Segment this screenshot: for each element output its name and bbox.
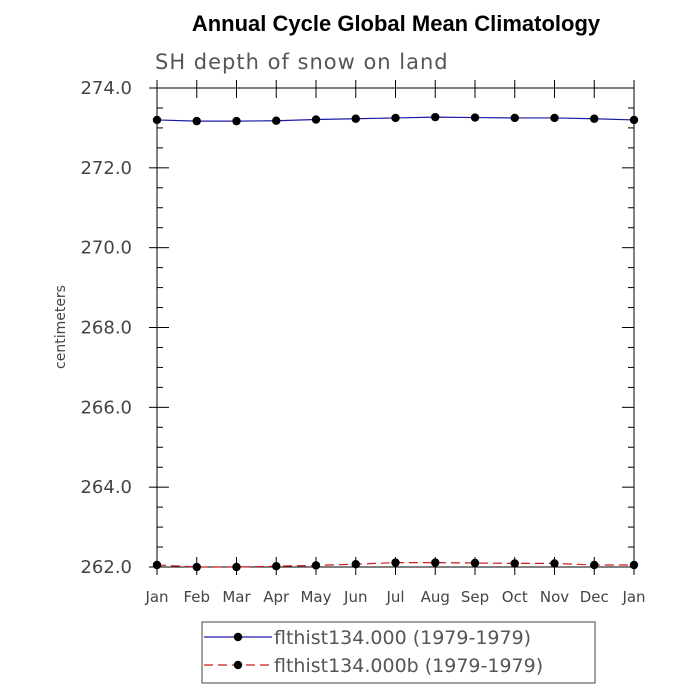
series-2-point (629, 560, 639, 570)
y-tick-label: 266.0 (80, 397, 132, 418)
series-1-point (590, 114, 599, 123)
y-tick-label: 270.0 (80, 238, 132, 259)
series-1-point (470, 113, 480, 122)
series-2-point (311, 561, 321, 570)
series-2-point (510, 559, 519, 568)
series-2-point (470, 558, 480, 568)
series-1-point (431, 112, 440, 122)
legend-label-2: flthist134.000b (1979-1979) (274, 655, 543, 677)
y-tick-label: 262.0 (80, 557, 132, 578)
x-tick-label: May (300, 588, 331, 606)
legend-marker-2 (233, 660, 243, 670)
series-2-point (391, 558, 400, 567)
legend-box (201, 621, 596, 684)
x-tick-label: Apr (263, 588, 290, 606)
y-tick-label: 274.0 (80, 78, 132, 99)
x-tick-label: Jan (144, 588, 168, 606)
series-1-point (629, 115, 639, 125)
series-2-point (272, 562, 281, 571)
y-axis: 262.0 264.0 266.0 268.0 270.0 272.0 274.0 (80, 78, 634, 578)
series-2-point (152, 560, 162, 570)
series-2-point (192, 562, 201, 572)
x-tick-label: Nov (540, 588, 569, 606)
series-1-point (391, 113, 400, 123)
x-tick-label: Dec (580, 588, 609, 606)
x-axis: Jan Feb Mar Apr May Jun Jul Aug Sep Oct Nov Dec Jan (144, 80, 646, 606)
series-1-point (550, 113, 559, 123)
series-2-point (590, 560, 599, 570)
series-2-point (550, 559, 559, 568)
series-1-point (232, 116, 241, 126)
series-2-point (431, 558, 440, 567)
y-tick-label: 272.0 (80, 158, 132, 179)
legend: flthist134.000 (1979-1979) flthist134.000… (201, 621, 596, 684)
y-tick-label: 264.0 (80, 477, 132, 498)
series-1-point (192, 116, 201, 126)
y-axis-label: centimeters (53, 285, 69, 369)
x-tick-label: Sep (461, 588, 489, 606)
x-tick-label: Mar (222, 588, 251, 606)
plot-area (152, 112, 639, 572)
series-2-point (232, 562, 241, 572)
x-tick-label: Oct (502, 588, 528, 606)
series-1-point (510, 113, 519, 123)
chart-subtitle: SH depth of snow on land (155, 50, 449, 74)
series-1-point (351, 114, 360, 123)
chart-title: Annual Cycle Global Mean Climatology (192, 11, 601, 36)
legend-marker-1 (233, 632, 243, 642)
x-tick-label: Jul (385, 588, 404, 606)
series-1-point (152, 115, 162, 125)
series-1-point (272, 116, 281, 125)
x-tick-label: Aug (421, 588, 450, 606)
y-tick-label: 268.0 (80, 318, 132, 339)
x-tick-label: Jan (621, 588, 645, 606)
x-tick-label: Feb (183, 588, 210, 606)
series-1-point (311, 115, 321, 124)
plot-frame (156, 87, 635, 568)
legend-label-1: flthist134.000 (1979-1979) (274, 627, 531, 649)
x-tick-label: Jun (343, 588, 367, 606)
series-2-point (351, 560, 360, 569)
